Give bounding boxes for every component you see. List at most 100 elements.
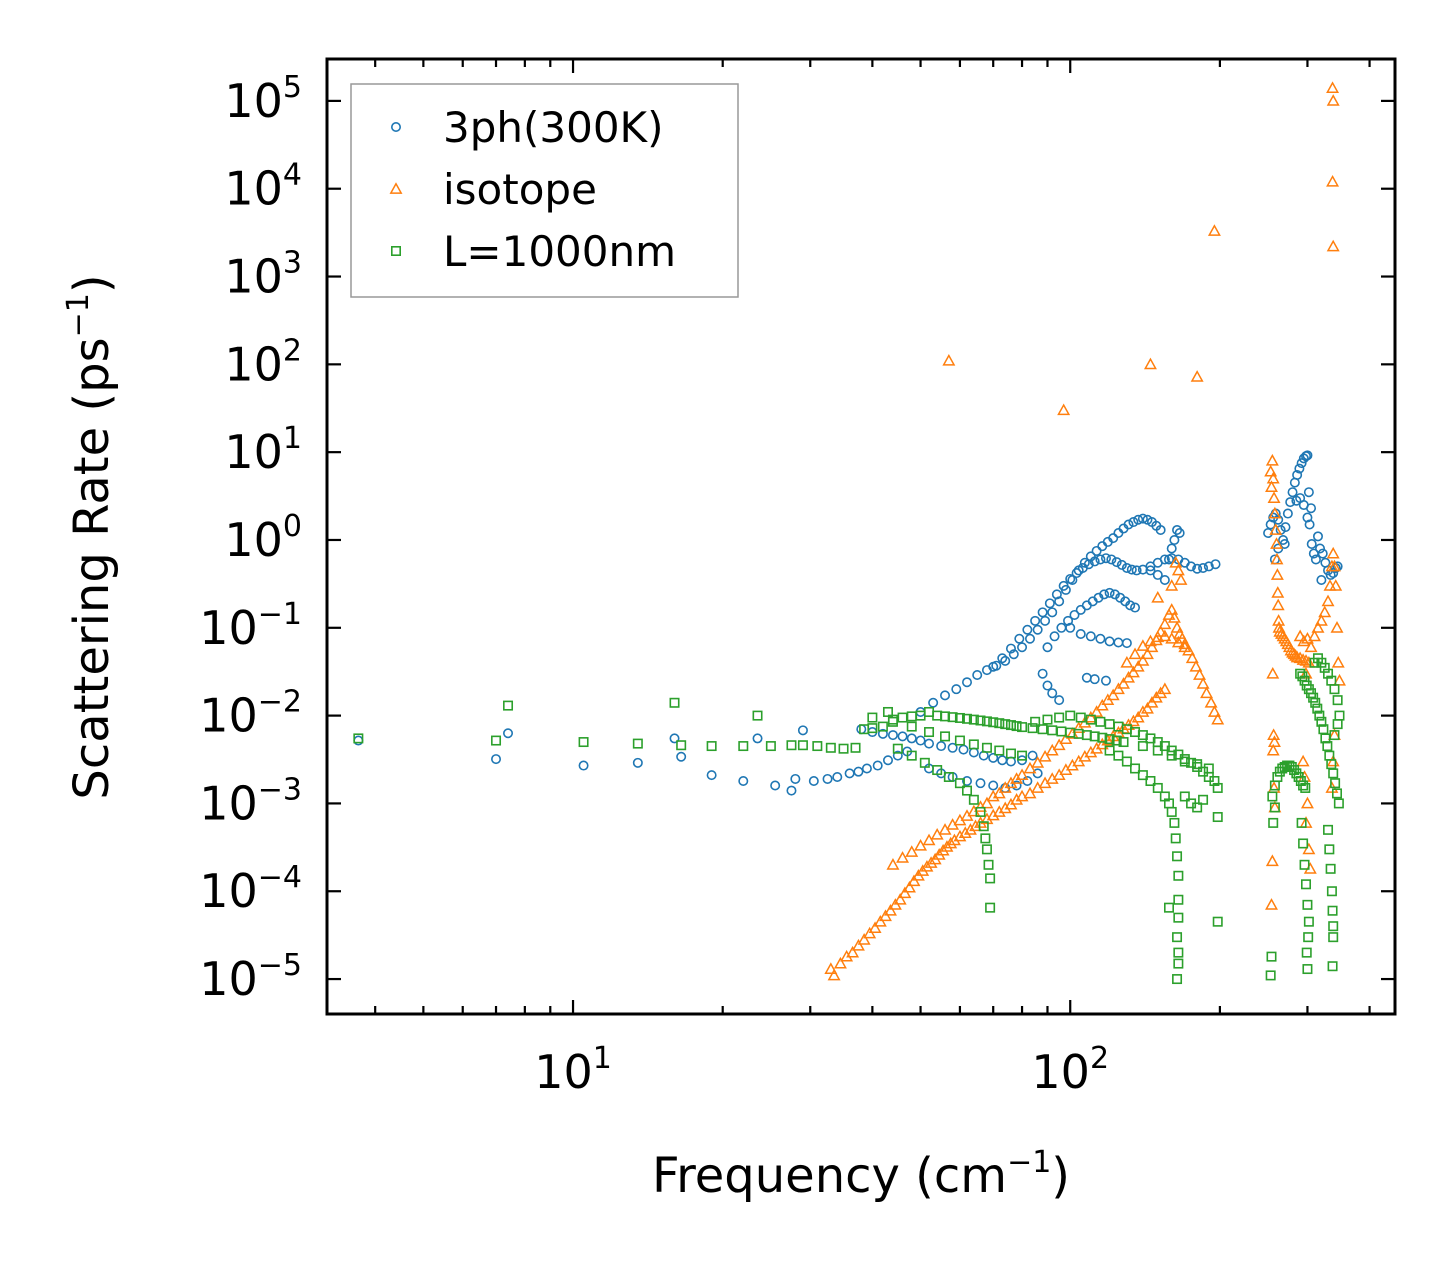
data-point xyxy=(1333,798,1344,809)
data-point xyxy=(1130,763,1141,774)
data-point xyxy=(1198,562,1209,573)
data-point xyxy=(915,735,926,746)
data-point xyxy=(1198,794,1209,805)
data-point xyxy=(1316,657,1327,668)
data-point xyxy=(1167,611,1181,623)
data-point xyxy=(1126,665,1140,678)
data-point xyxy=(1296,754,1310,767)
data-point xyxy=(1300,796,1314,809)
data-point xyxy=(706,770,717,781)
data-point xyxy=(1128,517,1139,528)
data-point xyxy=(1192,563,1203,574)
legend-item: 3ph(300K) xyxy=(390,103,663,152)
data-point xyxy=(1038,750,1052,762)
data-point xyxy=(1316,575,1327,586)
data-point xyxy=(981,716,992,727)
data-point xyxy=(1108,533,1119,544)
data-point xyxy=(1329,579,1343,591)
data-point xyxy=(632,738,643,749)
data-point xyxy=(1069,609,1080,620)
data-point xyxy=(1173,947,1184,958)
data-point xyxy=(1017,642,1028,653)
data-point xyxy=(975,806,986,817)
data-point xyxy=(1173,958,1184,969)
data-point xyxy=(1104,636,1115,647)
data-point xyxy=(906,733,917,744)
data-point xyxy=(1272,614,1286,626)
data-point xyxy=(1172,524,1183,535)
data-point xyxy=(1057,403,1071,416)
data-point xyxy=(1327,905,1338,916)
y-tick-label: 104 xyxy=(224,158,302,216)
data-point xyxy=(1071,568,1082,579)
data-point xyxy=(1131,565,1142,576)
data-point xyxy=(1329,730,1340,741)
data-point xyxy=(1265,854,1279,867)
data-point xyxy=(1128,647,1142,660)
data-point xyxy=(1294,463,1305,474)
data-point xyxy=(1306,538,1317,549)
data-point xyxy=(1100,675,1111,686)
data-point xyxy=(1047,688,1058,699)
data-point xyxy=(1081,600,1092,611)
data-point xyxy=(1171,563,1185,576)
data-point xyxy=(1054,695,1065,706)
data-point xyxy=(844,768,855,779)
data-point xyxy=(1296,653,1310,665)
data-point xyxy=(1121,562,1132,573)
data-point xyxy=(1270,537,1284,549)
data-point xyxy=(947,833,961,846)
data-point xyxy=(1089,731,1100,742)
data-point xyxy=(1159,575,1170,586)
data-point xyxy=(1330,621,1344,633)
data-point xyxy=(1269,523,1283,535)
data-point xyxy=(1095,633,1106,644)
data-point xyxy=(1298,838,1309,849)
data-point xyxy=(1211,712,1225,725)
y-tick-label: 102 xyxy=(224,333,302,391)
data-point xyxy=(1302,899,1313,910)
data-point xyxy=(1328,932,1339,943)
data-point xyxy=(353,733,364,744)
data-point xyxy=(1054,712,1065,723)
data-point xyxy=(1095,698,1109,711)
data-point xyxy=(954,778,965,789)
data-point xyxy=(824,962,838,974)
data-point xyxy=(981,742,992,753)
data-point xyxy=(1042,714,1053,725)
data-point xyxy=(752,733,763,744)
data-point xyxy=(1203,561,1214,572)
data-point xyxy=(1116,559,1127,570)
data-point xyxy=(1010,772,1024,784)
data-point xyxy=(936,843,950,856)
data-point xyxy=(1310,554,1321,565)
data-point xyxy=(1030,615,1041,626)
data-point xyxy=(1017,750,1028,761)
data-point xyxy=(832,771,843,782)
data-point xyxy=(1296,458,1307,469)
data-point xyxy=(833,956,847,969)
data-point xyxy=(1331,655,1345,668)
data-point xyxy=(808,776,819,787)
data-point xyxy=(1155,524,1166,535)
data-point xyxy=(1143,357,1157,370)
data-point xyxy=(1084,710,1098,723)
legend-item: L=1000nm xyxy=(390,227,676,276)
data-point xyxy=(1292,469,1303,480)
data-point xyxy=(1027,750,1038,761)
data-point xyxy=(1326,81,1340,93)
data-point xyxy=(994,718,1005,729)
data-point xyxy=(1301,879,1312,890)
data-point xyxy=(1169,817,1180,828)
data-point xyxy=(1137,770,1148,781)
data-point xyxy=(1145,776,1156,787)
data-point xyxy=(1332,719,1343,730)
data-point xyxy=(940,840,954,852)
data-point xyxy=(892,750,903,761)
data-point xyxy=(958,826,972,838)
data-point xyxy=(1111,735,1122,746)
data-point xyxy=(1042,680,1053,691)
data-point xyxy=(1065,622,1076,633)
data-point xyxy=(1323,824,1334,835)
data-point xyxy=(1328,921,1339,932)
